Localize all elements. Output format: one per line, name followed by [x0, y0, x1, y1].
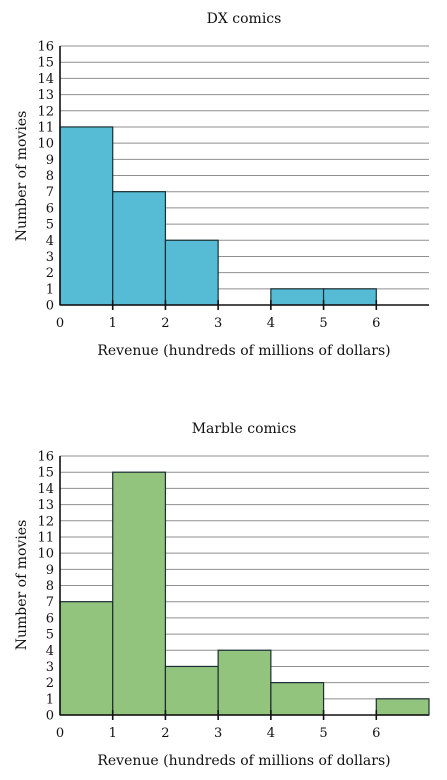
y-tick-label: 5 — [46, 218, 54, 233]
bars — [59, 126, 377, 306]
y-tick-label: 16 — [37, 450, 54, 465]
x-axis-label: Revenue (hundreds of millions of dollars… — [97, 753, 390, 769]
bars — [59, 471, 430, 716]
x-tick-label: 4 — [267, 316, 275, 331]
histogram-bar — [270, 682, 325, 716]
x-tick-label: 4 — [267, 726, 275, 741]
histogram-bar — [59, 126, 114, 306]
x-tick-label: 5 — [319, 316, 327, 331]
x-tick-label: 1 — [109, 726, 117, 741]
chart-title: Marble comics — [192, 421, 297, 437]
y-tick-label: 11 — [37, 120, 54, 135]
y-tick-label: 0 — [46, 709, 54, 724]
histogram-bar — [217, 649, 272, 716]
y-tick-label: 15 — [37, 56, 54, 71]
y-tick-label: 3 — [46, 660, 54, 675]
y-tick-label: 15 — [37, 466, 54, 481]
y-tick-label: 12 — [37, 104, 54, 119]
y-tick-label: 1 — [46, 692, 54, 707]
y-axis-label: Number of movies — [14, 520, 30, 651]
y-tick-label: 6 — [46, 611, 54, 626]
y-axis-label: Number of movies — [14, 111, 30, 242]
histogram-bar — [164, 239, 219, 306]
y-tick-label: 9 — [46, 153, 54, 168]
x-tick-label: 5 — [319, 726, 327, 741]
y-tick-label: 2 — [46, 676, 54, 691]
histogram-bar — [375, 698, 430, 716]
y-tick-label: 13 — [37, 498, 54, 513]
histogram-bar — [112, 191, 167, 306]
x-tick-labels: 0 1 2 3 4 5 6 — [56, 726, 381, 741]
x-axis-label: Revenue (hundreds of millions of dollars… — [97, 343, 390, 359]
x-tick-label: 6 — [372, 316, 380, 331]
histogram-bar — [322, 288, 377, 306]
y-tick-label: 8 — [46, 579, 54, 594]
x-tick-label: 2 — [161, 316, 169, 331]
y-tick-label: 3 — [46, 250, 54, 265]
y-tick-label: 13 — [37, 88, 54, 103]
x-tick-label: 1 — [109, 316, 117, 331]
x-tick-label: 0 — [56, 726, 64, 741]
x-tick-labels: 0 1 2 3 4 5 6 — [56, 316, 381, 331]
y-tick-label: 2 — [46, 266, 54, 281]
y-tick-label: 10 — [37, 547, 54, 562]
x-tick-label: 2 — [161, 726, 169, 741]
histogram-bar — [164, 665, 219, 716]
y-tick-label: 1 — [46, 282, 54, 297]
axes — [59, 46, 429, 310]
histogram-bar — [270, 288, 325, 306]
chart-title: DX comics — [207, 11, 282, 27]
axes — [59, 456, 429, 720]
y-tick-label: 0 — [46, 299, 54, 314]
histogram-bar — [59, 601, 114, 716]
y-tick-label: 8 — [46, 169, 54, 184]
y-tick-label: 4 — [46, 644, 54, 659]
y-tick-label: 10 — [37, 137, 54, 152]
y-tick-label: 12 — [37, 514, 54, 529]
chart-marble-comics: Marble comics Number of movies Revenue (… — [14, 421, 430, 769]
x-tick-label: 6 — [372, 726, 380, 741]
y-tick-label: 4 — [46, 234, 54, 249]
y-tick-label: 7 — [46, 185, 54, 200]
y-tick-label: 7 — [46, 595, 54, 610]
chart-dx-comics: DX comics Number of movies Revenue (hund… — [14, 11, 429, 359]
y-tick-label: 9 — [46, 563, 54, 578]
y-tick-label: 5 — [46, 628, 54, 643]
x-tick-label: 3 — [214, 316, 222, 331]
y-tick-label: 6 — [46, 201, 54, 216]
y-tick-label: 14 — [37, 482, 54, 497]
y-tick-label: 11 — [37, 530, 54, 545]
x-tick-label: 3 — [214, 726, 222, 741]
y-tick-label: 14 — [37, 72, 54, 87]
y-tick-label: 16 — [37, 40, 54, 55]
x-tick-label: 0 — [56, 316, 64, 331]
histogram-bar — [112, 471, 167, 716]
